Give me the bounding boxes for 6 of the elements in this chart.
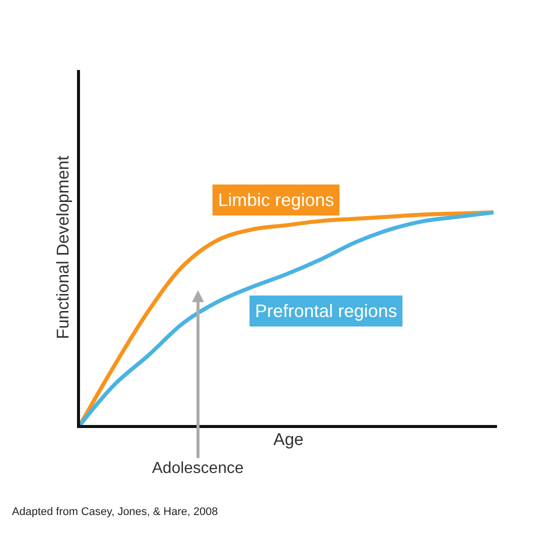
text: Adapted from Casey, Jones, & Hare, 2008 <box>12 506 218 518</box>
series-label: Prefrontal regions <box>255 301 398 321</box>
x-axis-title: Age <box>273 430 304 449</box>
text: Adolescence <box>152 460 244 477</box>
series-label: Limbic regions <box>218 190 334 210</box>
y-axis-title: Functional Development <box>54 156 73 340</box>
